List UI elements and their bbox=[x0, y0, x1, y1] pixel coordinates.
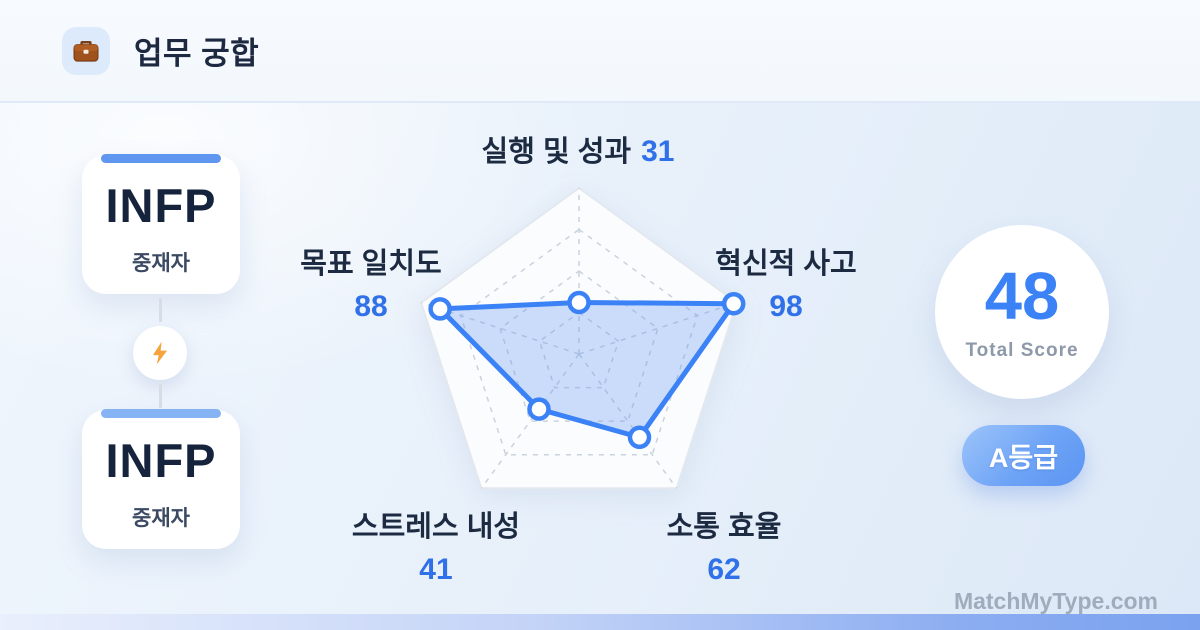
type-card-top: INFP 중재자 bbox=[82, 154, 240, 294]
axis-name: 혁신적 사고 bbox=[715, 248, 857, 280]
axis-value: 62 bbox=[707, 553, 741, 586]
grade-text: A등급 bbox=[988, 443, 1059, 473]
mbti-type-bottom: INFP bbox=[105, 434, 217, 487]
axis-label-goal: 목표 일치도 88 bbox=[300, 250, 441, 322]
axis-value: 41 bbox=[419, 553, 453, 586]
footer-accent-bar bbox=[0, 614, 1200, 630]
connector-line-upper bbox=[158, 298, 162, 322]
page-title: 업무 궁합 bbox=[134, 36, 260, 71]
type-card-bottom: INFP 중재자 bbox=[82, 409, 240, 549]
briefcase-icon bbox=[62, 26, 110, 75]
connector-badge bbox=[133, 326, 187, 380]
mbti-nickname-bottom: 중재자 bbox=[132, 507, 190, 530]
axis-value: 31 bbox=[641, 135, 675, 168]
grade-badge: A등급 bbox=[962, 425, 1085, 486]
mbti-type-top: INFP bbox=[105, 179, 217, 232]
axis-label-innovation: 혁신적 사고 98 bbox=[715, 250, 856, 322]
axis-value: 88 bbox=[354, 290, 388, 323]
card-accent-bar bbox=[101, 409, 221, 418]
axis-name: 소통 효율 bbox=[666, 511, 782, 543]
lightning-icon bbox=[152, 341, 168, 365]
axis-label-communication: 소통 효율 62 bbox=[667, 513, 782, 585]
axis-name: 목표 일치도 bbox=[300, 248, 442, 280]
total-score-circle: 48 Total Score bbox=[935, 225, 1109, 399]
header: 업무 궁합 bbox=[0, 0, 1200, 103]
axis-name: 실행 및 성과 bbox=[481, 136, 632, 168]
axis-label-stress: 스트레스 내성 41 bbox=[352, 513, 520, 585]
mbti-nickname-top: 중재자 bbox=[132, 252, 190, 275]
axis-label-execution: 실행 및 성과 31 bbox=[482, 137, 675, 167]
total-score-value: 48 bbox=[984, 258, 1060, 334]
axis-value: 98 bbox=[769, 290, 803, 323]
axis-name: 스트레스 내성 bbox=[351, 511, 521, 543]
total-score-label: Total Score bbox=[965, 339, 1079, 361]
radar-chart bbox=[419, 186, 746, 490]
connector-line-lower bbox=[158, 384, 162, 408]
card-accent-bar bbox=[101, 154, 221, 163]
watermark: MatchMyType.com bbox=[953, 588, 1158, 614]
